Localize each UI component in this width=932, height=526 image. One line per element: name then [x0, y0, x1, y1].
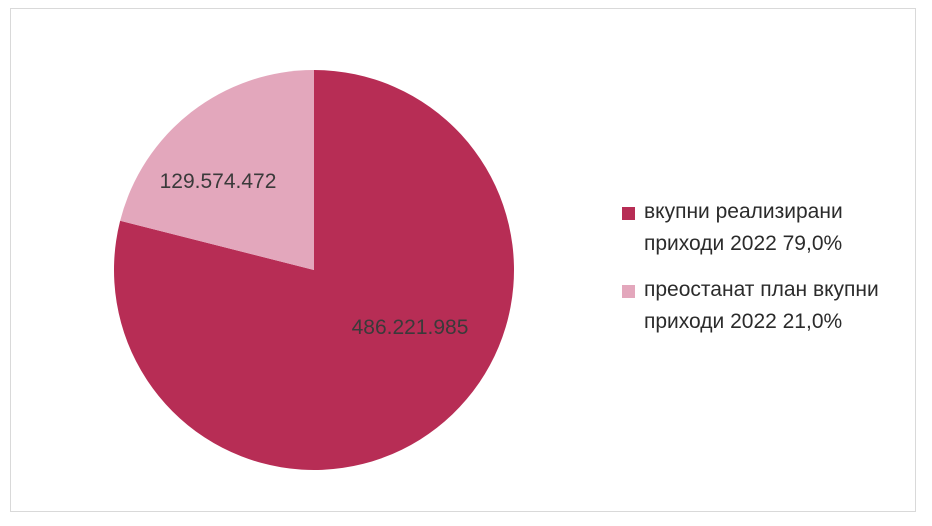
slice-label-remaining: 129.574.472 [160, 170, 277, 193]
legend-item-remaining: преостанат план вкупни приходи 2022 21,0… [622, 274, 912, 338]
legend-label-remaining: преостанат план вкупни приходи 2022 21,0… [644, 278, 879, 333]
legend-label-realized: вкупни реализирани приходи 2022 79,0% [644, 200, 843, 255]
legend-swatch-realized [622, 207, 635, 220]
legend-swatch-remaining [622, 285, 635, 298]
legend: вкупни реализирани приходи 2022 79,0% пр… [622, 196, 912, 352]
pie-slice-remaining [120, 70, 314, 270]
pie-slice-realized [113, 70, 514, 470]
slice-label-realized: 486.221.985 [352, 316, 469, 339]
legend-item-realized: вкупни реализирани приходи 2022 79,0% [622, 196, 912, 260]
